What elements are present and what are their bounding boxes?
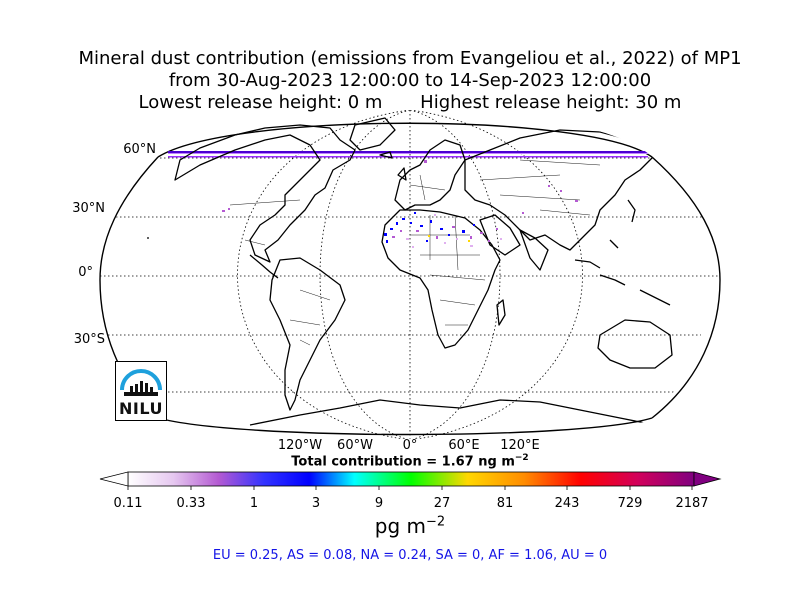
lat-label-60n: 60°N [123, 142, 156, 157]
colorbar-unit-exponent: −2 [426, 514, 446, 530]
release-heights: Lowest release height: 0 m Highest relea… [0, 92, 800, 114]
colorbar-tick: 243 [554, 496, 580, 511]
colorbar-tick: 3 [311, 496, 321, 511]
title-line-1: Mineral dust contribution (emissions fro… [78, 48, 742, 69]
figure-title: Mineral dust contribution (emissions fro… [0, 48, 800, 114]
lon-label-120e: 120°E [500, 438, 540, 453]
colorbar-tick: 81 [496, 496, 514, 511]
gridlines [100, 110, 720, 439]
title-line-2: from 30-Aug-2023 12:00:00 to 14-Sep-2023… [168, 70, 652, 91]
lon-label-120w: 120°W [277, 438, 323, 453]
release-band [168, 151, 648, 158]
colorbar-tick: 9 [374, 496, 384, 511]
nilu-logo-mark-icon [120, 369, 162, 396]
colorbar-tick: 0.33 [176, 496, 206, 511]
lat-label-30s: 30°S [73, 332, 105, 347]
colorbar-tick: 729 [617, 496, 643, 511]
regional-totals: EU = 0.25, AS = 0.08, NA = 0.24, SA = 0,… [212, 548, 608, 563]
lon-label-60w: 60°W [337, 438, 373, 453]
nilu-logo-text: NILU [119, 399, 163, 418]
total-contribution: Total contribution = 1.67 ng m−2 [0, 453, 800, 469]
total-contribution-label: Total contribution = 1.67 ng m [291, 454, 515, 470]
lowest-release-height: Lowest release height: 0 m [138, 92, 383, 113]
lat-label-0: 0° [78, 265, 93, 280]
total-contribution-exponent: −2 [514, 453, 529, 463]
coastlines [147, 117, 696, 426]
nilu-logo: NILU [115, 361, 167, 421]
colorbar-tick: 27 [433, 496, 451, 511]
lat-label-30n: 30°N [72, 201, 105, 216]
lon-label-60e: 60°E [448, 438, 480, 453]
colorbar-tick: 0.11 [113, 496, 143, 511]
colorbar-tick: 1 [249, 496, 259, 511]
colorbar [99, 471, 722, 490]
colorbar-unit: pg m−2 [330, 514, 490, 538]
dust-contribution-points [222, 160, 578, 248]
country-borders [229, 159, 601, 346]
colorbar-unit-text: pg m [374, 514, 427, 538]
colorbar-tick: 2187 [675, 496, 709, 511]
lon-label-0: 0° [402, 438, 418, 453]
highest-release-height: Highest release height: 30 m [420, 92, 682, 113]
